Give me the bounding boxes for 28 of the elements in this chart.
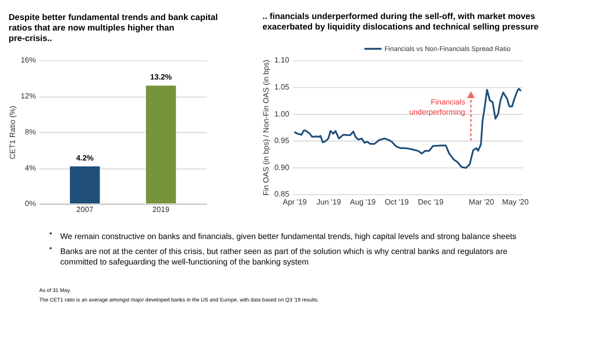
y-tick-label: 0.85 xyxy=(274,190,290,199)
line-series xyxy=(293,88,522,169)
y-tick-label: 0% xyxy=(24,199,36,208)
y-tick-label: 16% xyxy=(20,56,36,65)
chart-title: .. financials underperformed during the sell-off, with market moves exacerbated by liquidity dislocations and technical selling pressure xyxy=(262,11,539,32)
y-tick-label: 4% xyxy=(24,163,36,172)
x-tick-label: Mar '20 xyxy=(468,197,494,206)
x-tick-label: 2019 xyxy=(152,204,170,214)
chart-title: Despite better fundamental trends and bank capital ratios that are now multiples higher than pre-crisis.. xyxy=(8,12,218,44)
x-tick-label: 2007 xyxy=(76,204,94,214)
x-tick-label: Apr '19 xyxy=(282,197,307,206)
x-tick-label: Aug '19 xyxy=(350,197,376,206)
annotation: Financials underperforming xyxy=(409,98,466,116)
x-tick-label: May '20 xyxy=(502,197,529,206)
x-tick-label: Jun '19 xyxy=(316,197,341,206)
y-axis-title: Fin OAS (in bps) / Non-Fin OAS (in bps) xyxy=(262,59,271,196)
x-tick-label: Dec '19 xyxy=(418,197,444,206)
y-tick-label: 1.00 xyxy=(274,109,290,118)
y-tick-label: 12% xyxy=(20,92,36,101)
y-tick-label: 1.10 xyxy=(274,56,290,65)
y-tick-label: 8% xyxy=(24,127,36,136)
data-label: 13.2% xyxy=(150,72,172,82)
y-axis-title: CET1 Ratio (%) xyxy=(8,105,17,160)
y-tick-label: 0.95 xyxy=(274,136,290,146)
y-tick-label: 0.90 xyxy=(274,162,290,172)
data-label: 4.2% xyxy=(76,153,94,162)
x-tick-label: Oct '19 xyxy=(384,197,409,206)
y-tick-label: 1.05 xyxy=(274,82,290,92)
